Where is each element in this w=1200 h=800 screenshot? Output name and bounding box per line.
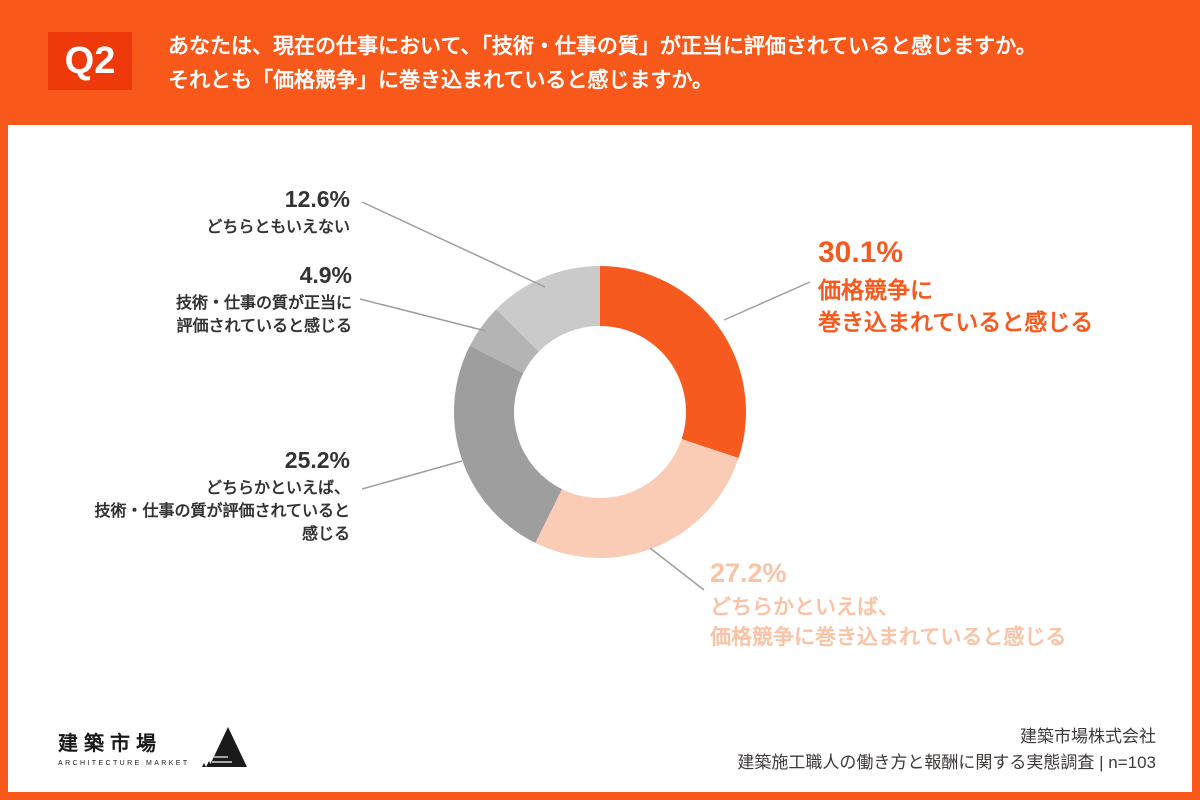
question-text: あなたは、現在の仕事において、「技術・仕事の質」が正当に評価されていると感じます… [168,30,1160,98]
callout-somewhat-price-pct: 27.2% [710,558,787,588]
donut-segment [453,345,562,543]
footer-credit: 建築市場株式会社 建築施工職人の働き方と報酬に関する実態調査 | n=103 [737,724,1156,775]
callout-price-pct: 30.1% [818,236,904,269]
content-panel [8,125,1192,792]
callout-evaluated-line1: 技術・仕事の質が正当に [175,295,352,312]
question-line-2: それとも「価格競争」に巻き込まれていると感じますか。 [168,69,713,93]
callout-price-line2: 巻き込まれていると感じる [818,309,1094,336]
callout-evaluated: 4.9% 技術・仕事の質が正当に 評価されていると感じる [176,262,352,338]
callout-somewhat-price-line2: 価格競争に巻き込まれていると感じる [710,626,1067,650]
logo-triangle-icon [201,727,247,767]
callout-somewhat-price: 27.2% どちらかといえば、 価格競争に巻き込まれていると感じる [710,558,1066,654]
donut-segment [469,309,539,373]
footer-company: 建築市場株式会社 [1020,727,1156,746]
callout-somewhat-evaluated-line2: 技術・仕事の質が評価されていると [94,503,350,521]
donut-segment [535,439,739,559]
logo-subtitle: ARCHITECTURE MARKET [58,760,190,767]
callout-neutral-label: どちらともいえない [206,219,350,236]
callout-somewhat-evaluated: 25.2% どちらかといえば、 技術・仕事の質が評価されていると 感じる [94,447,350,547]
callout-somewhat-price-line1: どちらかといえば、 [710,596,899,619]
donut-segment [600,266,747,458]
callout-neutral: 12.6% どちらともいえない [206,186,350,239]
donut-segment [496,266,600,352]
callout-evaluated-line2: 評価されていると感じる [176,318,352,336]
footer-logo: 建築市場 ARCHITECTURE MARKET [58,726,248,768]
callout-neutral-pct: 12.6% [284,186,350,212]
callout-somewhat-evaluated-pct: 25.2% [284,447,350,473]
footer-survey: 建築施工職人の働き方と報酬に関する実態調査 | n=103 [737,752,1156,772]
callout-somewhat-evaluated-line1: どちらかといえば、 [205,480,350,497]
callout-price-line1: 価格競争に [818,277,933,303]
logo-title: 建築市場 [58,733,162,755]
callout-evaluated-pct: 4.9% [299,262,352,288]
callout-somewhat-evaluated-line3: 感じる [301,526,350,544]
question-line-1: あなたは、現在の仕事において、「技術・仕事の質」が正当に評価されていると感じます… [168,35,1037,58]
question-number-badge: Q2 [48,32,132,90]
donut-chart [453,266,747,559]
callout-price-competition: 30.1% 価格競争に 巻き込まれていると感じる [818,236,1093,338]
